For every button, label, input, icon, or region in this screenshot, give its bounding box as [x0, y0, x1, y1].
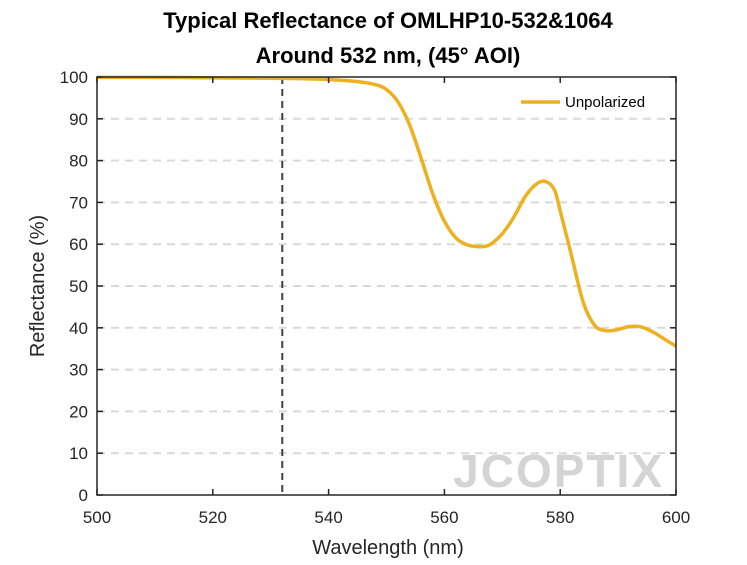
y-tick-label: 80 — [69, 152, 88, 171]
series-line-unpolarized — [96, 75, 677, 348]
x-tick-label: 580 — [546, 508, 574, 527]
legend-label: Unpolarized — [565, 94, 645, 111]
x-tick-label: 560 — [430, 508, 458, 527]
y-tick-label: 10 — [69, 444, 88, 463]
series-group — [96, 75, 677, 348]
y-tick-label: 20 — [69, 402, 88, 421]
x-tick-label: 600 — [662, 508, 690, 527]
x-tick-label: 540 — [314, 508, 342, 527]
x-axis-label: Wavelength (nm) — [312, 537, 464, 559]
gridlines — [97, 117, 676, 455]
legend: Unpolarized — [521, 94, 645, 111]
y-tick-label: 60 — [69, 235, 88, 254]
chart-title-line-2: Around 532 nm, (45° AOI) — [256, 43, 521, 68]
watermark-text: JCOPTIX — [453, 445, 664, 497]
axes-group: 500 520 540 560 580 600 0 10 20 30 40 50 60 70 80 90 100 — [60, 68, 691, 527]
y-tick-label: 0 — [79, 486, 88, 505]
x-tick-label: 520 — [199, 508, 227, 527]
x-tick-label: 500 — [83, 508, 111, 527]
y-tick-label: 90 — [69, 110, 88, 129]
y-tick-label: 100 — [60, 68, 88, 87]
y-axis-label: Reflectance (%) — [27, 215, 49, 357]
y-tick-label: 30 — [69, 361, 88, 380]
y-tick-label: 70 — [69, 193, 88, 212]
y-tick-label: 50 — [69, 277, 88, 296]
watermark-logo: JCOPTIX — [453, 445, 664, 497]
y-tick-label: 40 — [69, 319, 88, 338]
chart-title-line-1: Typical Reflectance of OMLHP10-532&1064 — [163, 8, 613, 33]
